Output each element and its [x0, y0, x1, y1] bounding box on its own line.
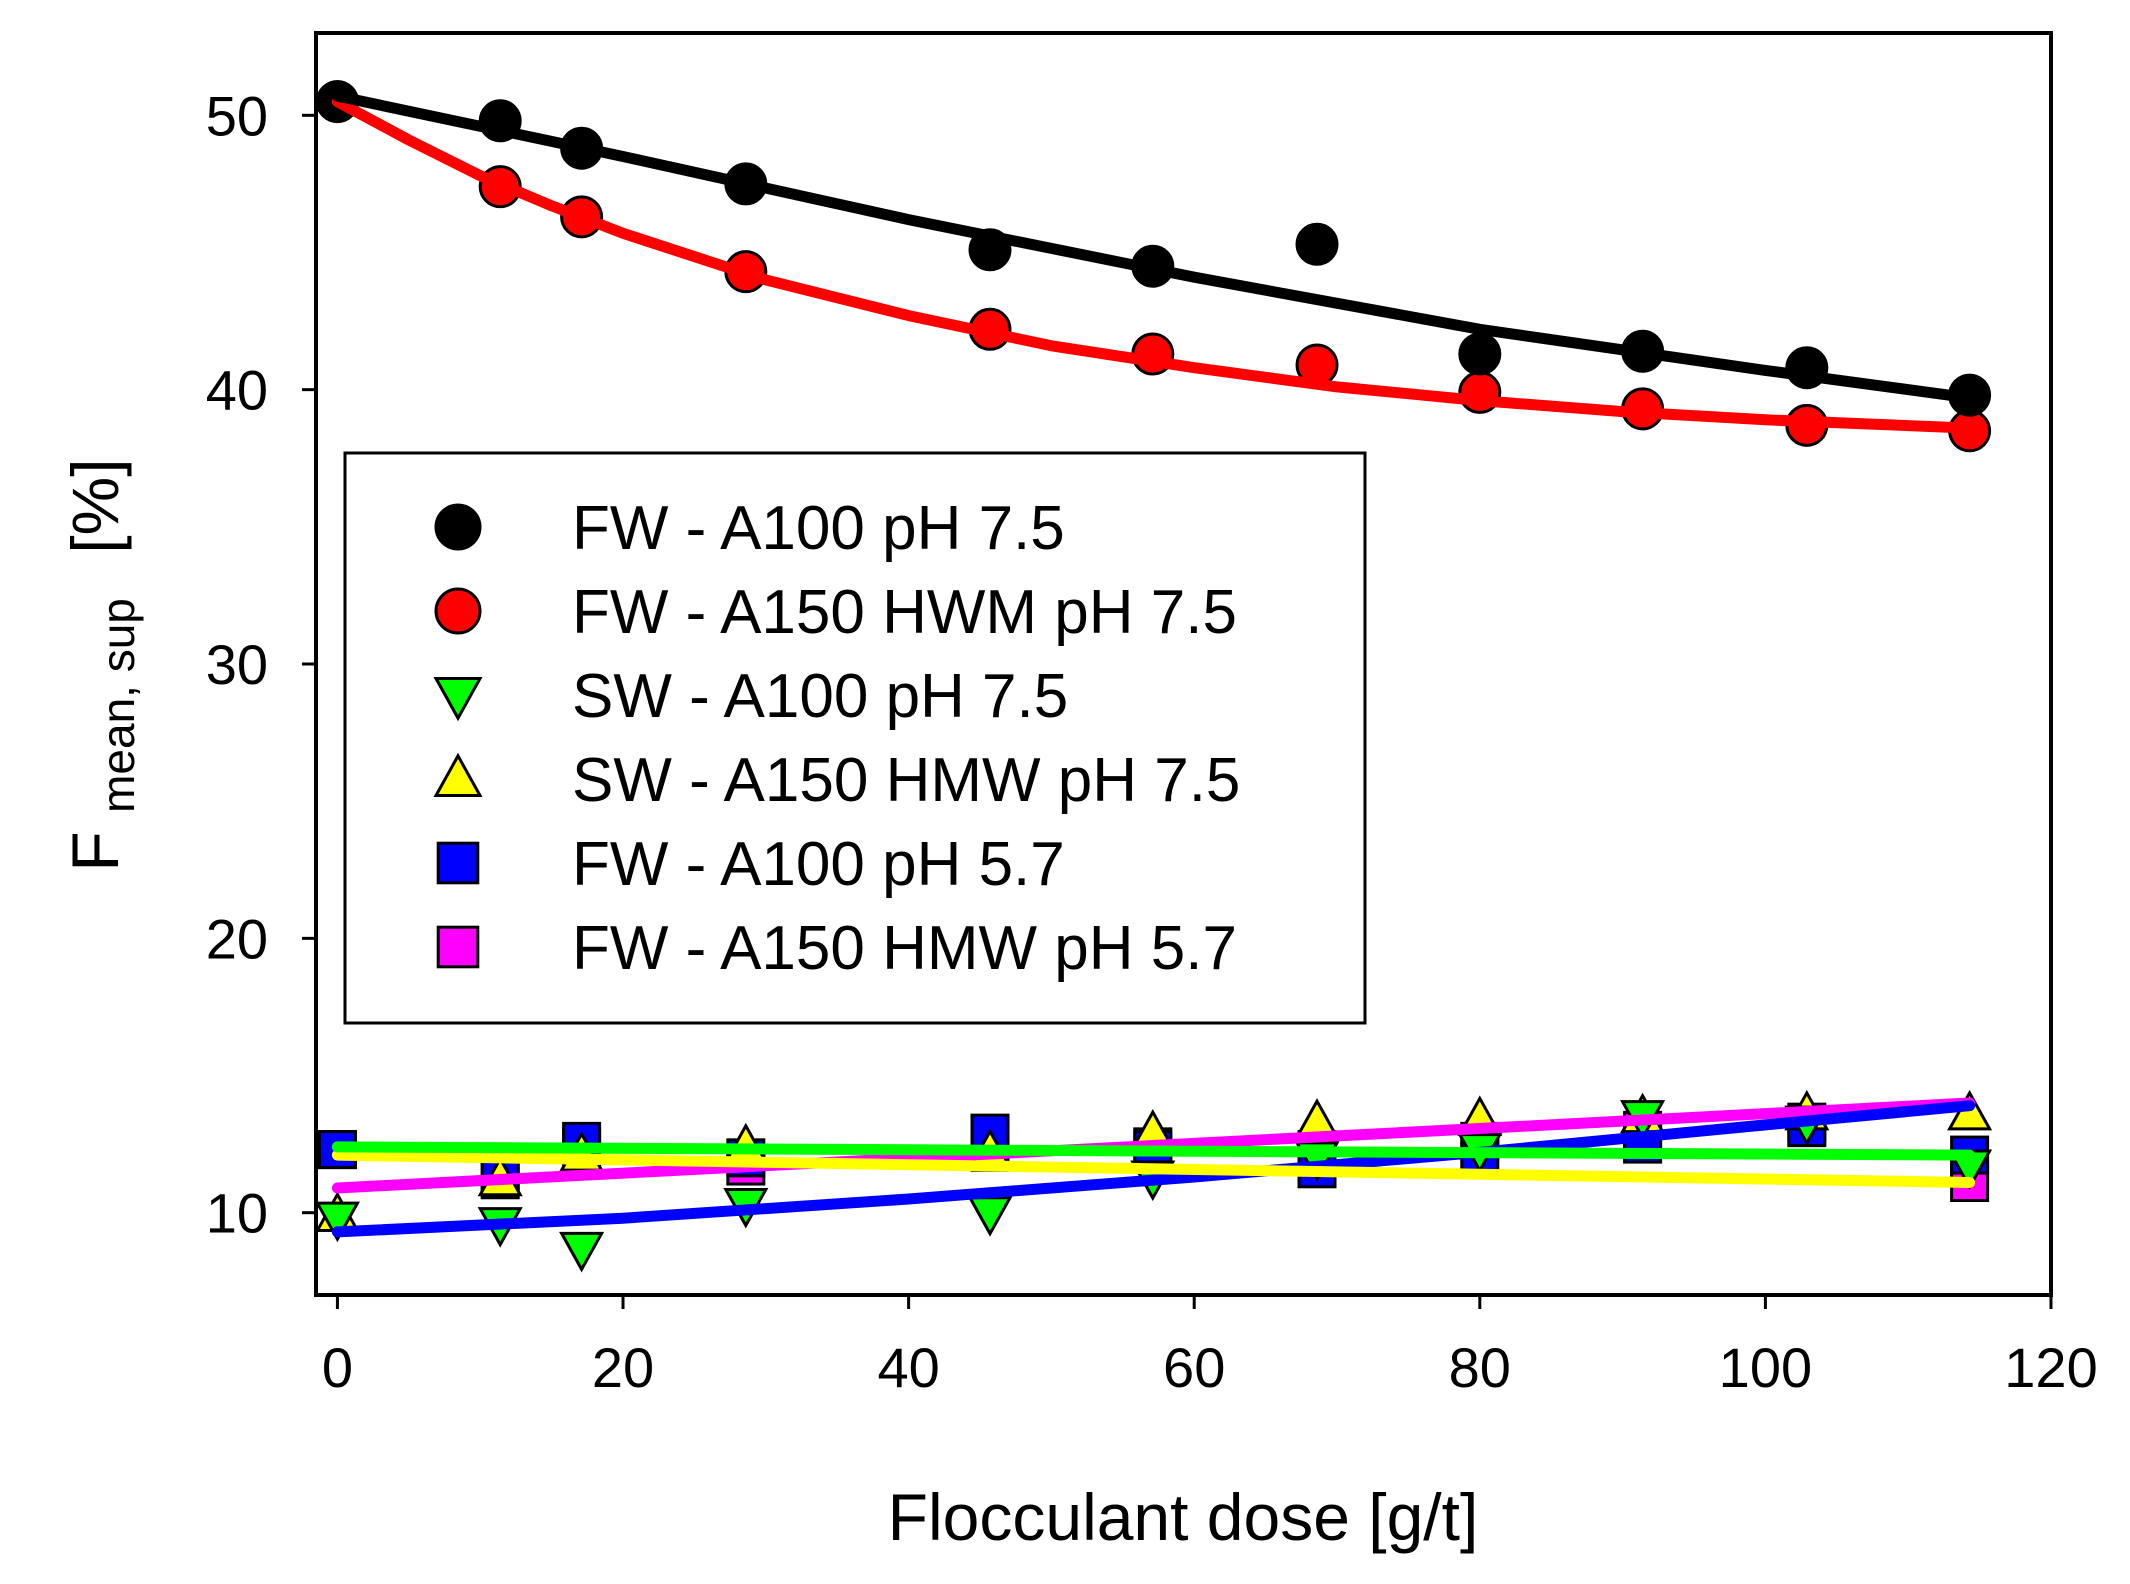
point-sw-a100-ph-7-5 — [314, 1201, 360, 1243]
legend-box — [343, 451, 1367, 1025]
legend-label-sw-a100-ph-7-5: SW - A100 pH 7.5 — [572, 662, 1068, 731]
legend-marker-fw-a150-hwm-ph-7-5 — [434, 587, 482, 635]
point-fw-a100-ph-7-5 — [1295, 222, 1339, 266]
svg-text:F mean, sup [%]: F mean, sup [%] — [58, 458, 148, 871]
y-axis-title-subscript: mean, sup — [92, 598, 144, 813]
y-axis-title-unit: [%] — [58, 458, 132, 553]
fit-line-sw-a150-hmw-ph-7-5 — [331, 1149, 1976, 1188]
fit-line-fw-a100-ph-5-7 — [331, 1100, 1976, 1238]
point-fw-a100-ph-7-5 — [1458, 332, 1502, 376]
x-axis-ticks: 0 20 40 60 80 100 120 — [322, 1295, 2098, 1399]
legend-marker-fw-a100-ph-7-5 — [434, 503, 482, 551]
y-tick-label: 50 — [206, 84, 268, 147]
fit-line-fw-a100-ph-7-5 — [331, 90, 1976, 404]
legend-marker-fw-a100-ph-5-7 — [436, 841, 480, 885]
x-tick-label: 40 — [877, 1336, 939, 1399]
legend-label-fw-a150-hmw-ph-5-7: FW - A150 HMW pH 5.7 — [572, 914, 1237, 983]
fit-line-fw-a150-hwm-ph-7-5 — [331, 96, 1976, 434]
fit-line-sw-a100-ph-7-5 — [331, 1141, 1976, 1161]
y-tick-label: 40 — [206, 359, 268, 422]
legend-marker-sw-a150-hmw-ph-7-5 — [433, 752, 483, 797]
point-sw-a100-ph-7-5 — [559, 1231, 605, 1273]
x-tick-label: 20 — [592, 1336, 654, 1399]
y-tick-label: 20 — [206, 907, 268, 970]
x-tick-label: 100 — [1719, 1336, 1812, 1399]
legend-label-fw-a100-ph-7-5: FW - A100 pH 7.5 — [572, 494, 1065, 563]
y-axis-title: F mean, sup [%] — [58, 458, 148, 871]
x-tick-label: 60 — [1163, 1336, 1225, 1399]
x-tick-label: 0 — [322, 1336, 353, 1399]
y-tick-label: 30 — [206, 633, 268, 696]
legend: FW - A100 pH 7.5 FW - A150 HWM pH 7.5 SW -… — [343, 451, 1367, 1025]
legend-label-sw-a150-hmw-ph-7-5: SW - A150 HMW pH 7.5 — [572, 746, 1240, 815]
fit-lines — [331, 90, 1976, 1238]
y-tick-label: 10 — [206, 1182, 268, 1245]
legend-marker-sw-a100-ph-7-5 — [433, 677, 483, 722]
y-axis-title-main: F — [58, 831, 132, 871]
x-axis-title: Flocculant dose [g/t] — [888, 1480, 1479, 1554]
legend-label-fw-a100-ph-5-7: FW - A100 pH 5.7 — [572, 830, 1065, 899]
legend-label-fw-a150-hwm-ph-7-5: FW - A150 HWM pH 7.5 — [572, 578, 1237, 647]
legend-marker-fw-a150-hmw-ph-5-7 — [436, 925, 480, 969]
x-tick-label: 120 — [2004, 1336, 2097, 1399]
y-axis-ticks: 10 20 30 40 50 — [206, 84, 316, 1245]
x-tick-label: 80 — [1449, 1336, 1511, 1399]
